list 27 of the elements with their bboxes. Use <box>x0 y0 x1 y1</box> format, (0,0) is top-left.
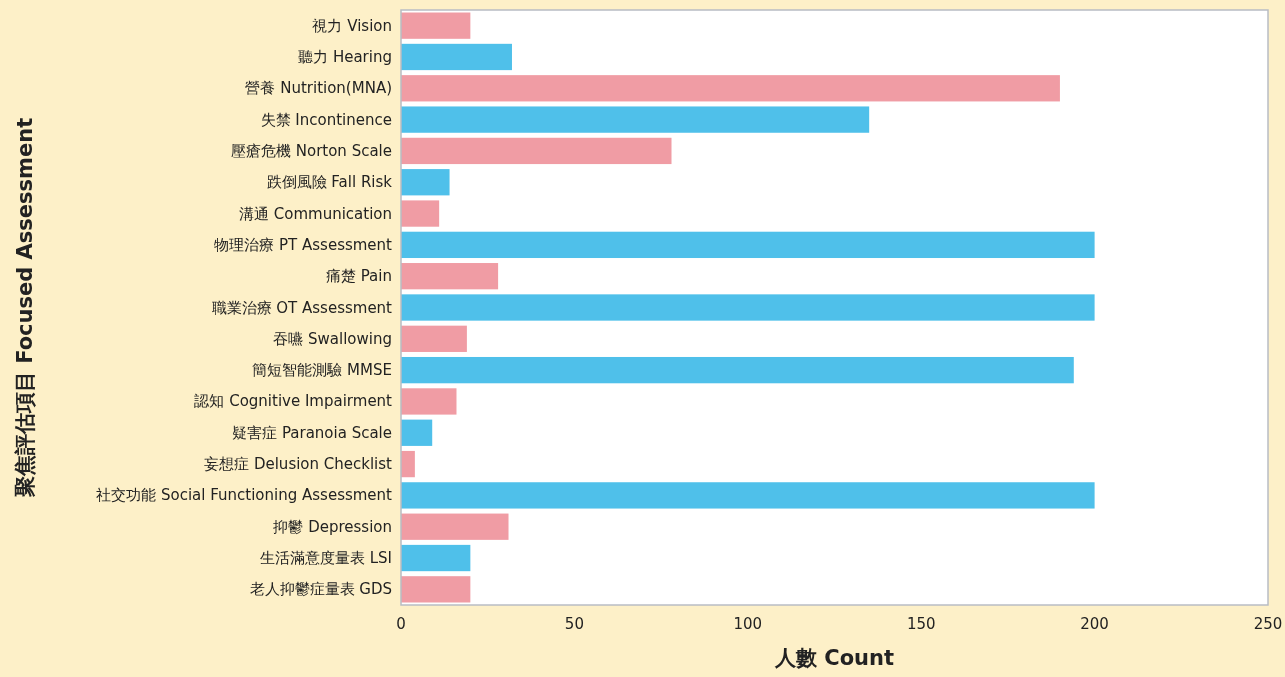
y-tick-label: 妄想症 Delusion Checklist <box>204 455 393 474</box>
x-tick-label: 150 <box>906 615 936 633</box>
y-tick-label: 吞嚥 Swallowing <box>273 329 392 348</box>
y-axis-title: 聚焦評估項目 Focused Assessment <box>13 117 37 499</box>
y-tick-label: 視力 Vision <box>312 16 392 35</box>
x-tick-label: 200 <box>1080 615 1109 633</box>
y-tick-label: 物理治療 PT Assessment <box>214 235 393 254</box>
y-tick-label: 痛楚 Pain <box>325 267 392 286</box>
x-axis-title: 人數 Count <box>773 646 895 670</box>
y-tick-label: 聽力 Hearing <box>298 47 392 66</box>
y-tick-label: 失禁 Incontinence <box>260 110 392 129</box>
y-tick-label: 抑鬱 Depression <box>273 517 392 536</box>
x-tick-label: 0 <box>396 615 406 633</box>
y-tick-label: 跌倒風險 Fall Risk <box>266 173 393 192</box>
x-tick-label: 250 <box>1253 615 1283 633</box>
y-tick-label: 認知 Cognitive Impairment <box>194 392 393 411</box>
y-tick-label: 社交功能 Social Functioning Assessment <box>96 486 393 505</box>
x-tick-label: 50 <box>564 615 584 633</box>
y-tick-label: 壓瘡危機 Norton Scale <box>230 141 392 160</box>
y-tick-label: 疑害症 Paranoia Scale <box>232 423 392 442</box>
y-tick-label: 營養 Nutrition(MNA) <box>245 79 392 98</box>
y-tick-label: 溝通 Communication <box>239 204 392 223</box>
y-tick-label: 生活滿意度量表 LSI <box>259 549 392 568</box>
y-tick-label: 老人抑鬱症量表 GDS <box>249 580 392 599</box>
y-tick-label: 簡短智能測驗 MMSE <box>252 361 392 380</box>
y-tick-label: 職業治療 OT Assessment <box>211 298 393 317</box>
x-tick-label: 100 <box>733 615 763 633</box>
